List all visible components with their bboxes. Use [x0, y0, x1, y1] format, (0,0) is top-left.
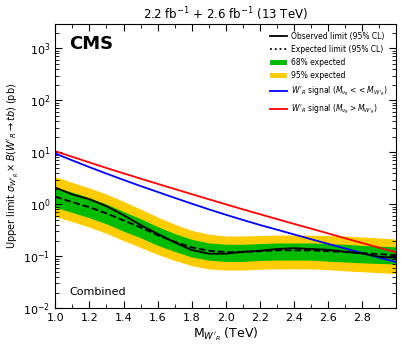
- Text: CMS: CMS: [69, 35, 113, 53]
- Title: 2.2 fb$^{-1}$ + 2.6 fb$^{-1}$ (13 TeV): 2.2 fb$^{-1}$ + 2.6 fb$^{-1}$ (13 TeV): [143, 6, 308, 23]
- X-axis label: M$_{W'_R}$ (TeV): M$_{W'_R}$ (TeV): [192, 326, 258, 343]
- Legend: Observed limit (95% CL), Expected limit (95% CL), 68% expected, 95% expected, $W: Observed limit (95% CL), Expected limit …: [267, 29, 390, 119]
- Y-axis label: Upper limit $\sigma_{W'_R} \times B(W'_R\rightarrow tb)$ (pb): Upper limit $\sigma_{W'_R} \times B(W'_R…: [6, 83, 20, 249]
- Text: Combined: Combined: [69, 287, 125, 297]
